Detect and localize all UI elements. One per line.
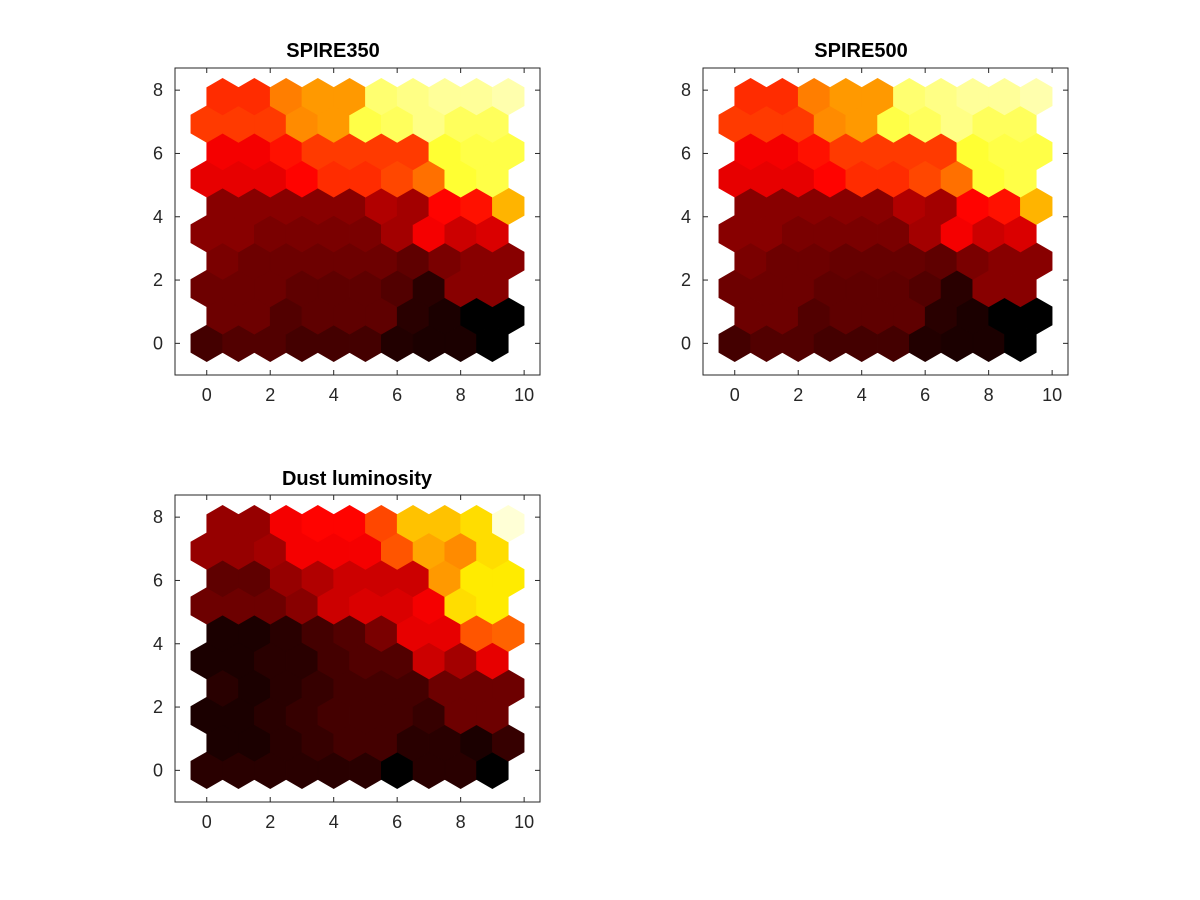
y-tick-label: 6 xyxy=(153,143,163,163)
x-tick-label: 10 xyxy=(514,812,534,832)
x-tick-label: 2 xyxy=(793,385,803,405)
hex-cell xyxy=(1020,78,1053,116)
panel-spire350: SPIRE350 0 2 4 6 8 10 0 2 4 6 8 xyxy=(153,40,541,405)
x-tick-label: 8 xyxy=(984,385,994,405)
chart-title: Dust luminosity xyxy=(282,468,433,490)
y-tick-label: 4 xyxy=(681,207,691,227)
x-tick-label: 10 xyxy=(1042,385,1062,405)
x-tick-label: 6 xyxy=(392,385,402,405)
chart-title: SPIRE500 xyxy=(814,40,907,62)
chart-title: SPIRE350 xyxy=(286,40,379,62)
y-tick-label: 2 xyxy=(681,270,691,290)
x-tick-label: 4 xyxy=(329,812,339,832)
x-tick-label: 4 xyxy=(329,385,339,405)
y-tick-label: 8 xyxy=(681,80,691,100)
y-tick-label: 8 xyxy=(153,80,163,100)
x-tick-label: 6 xyxy=(920,385,930,405)
panel-spire500: SPIRE500 0 2 4 6 8 10 0 2 4 6 8 xyxy=(681,40,1069,405)
x-tick-label: 10 xyxy=(514,385,534,405)
x-tick-label: 6 xyxy=(392,812,402,832)
y-tick-label: 0 xyxy=(153,333,163,353)
y-tick-label: 0 xyxy=(681,333,691,353)
x-tick-label: 0 xyxy=(202,385,212,405)
x-tick-label: 2 xyxy=(265,812,275,832)
x-tick-label: 0 xyxy=(730,385,740,405)
y-tick-label: 2 xyxy=(153,697,163,717)
x-tick-label: 8 xyxy=(456,385,466,405)
y-tick-label: 4 xyxy=(153,207,163,227)
y-tick-label: 8 xyxy=(153,507,163,527)
y-tick-label: 4 xyxy=(153,634,163,654)
x-tick-label: 4 xyxy=(857,385,867,405)
panel-dust-luminosity: Dust luminosity 0 2 4 6 8 10 0 2 4 6 8 xyxy=(153,468,541,832)
y-tick-label: 6 xyxy=(153,570,163,590)
hex-cell xyxy=(492,505,525,543)
y-tick-label: 6 xyxy=(681,143,691,163)
x-tick-label: 2 xyxy=(265,385,275,405)
x-tick-label: 0 xyxy=(202,812,212,832)
hex-cell xyxy=(492,78,525,116)
y-tick-label: 2 xyxy=(153,270,163,290)
y-tick-label: 0 xyxy=(153,760,163,780)
x-tick-label: 8 xyxy=(456,812,466,832)
